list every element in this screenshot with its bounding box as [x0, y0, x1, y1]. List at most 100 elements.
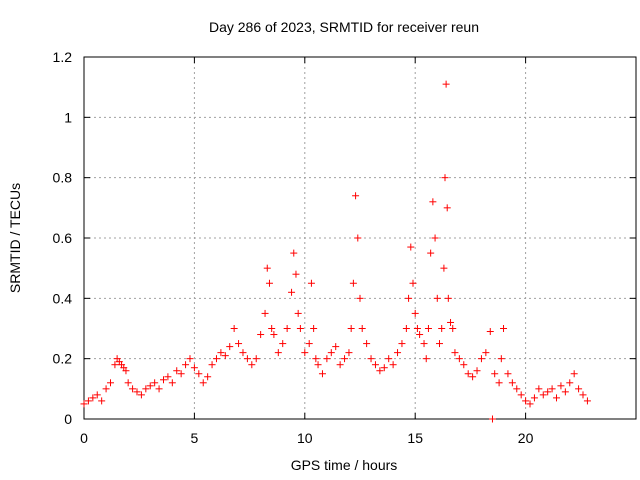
data-point — [433, 294, 441, 302]
y-tick-label: 1 — [64, 109, 72, 125]
data-point — [420, 340, 428, 348]
data-point — [398, 340, 406, 348]
data-point — [177, 370, 185, 378]
data-point — [341, 355, 349, 363]
data-point — [583, 397, 591, 405]
data-point — [561, 388, 569, 396]
data-point — [441, 174, 449, 182]
data-point — [111, 361, 119, 369]
x-tick-label: 5 — [191, 430, 199, 446]
data-point — [159, 376, 167, 384]
x-tick-label: 0 — [80, 430, 88, 446]
data-point — [464, 370, 472, 378]
data-point — [336, 361, 344, 369]
data-point — [345, 349, 353, 357]
data-point — [570, 370, 578, 378]
data-point — [226, 343, 234, 351]
data-point — [575, 385, 583, 393]
data-point — [129, 385, 137, 393]
data-point — [460, 361, 468, 369]
y-tick-label: 1.2 — [53, 49, 73, 65]
y-tick-label: 0.6 — [53, 230, 73, 246]
data-point — [288, 288, 296, 296]
x-tick-label: 15 — [407, 430, 423, 446]
data-point — [411, 309, 419, 317]
data-point — [310, 325, 318, 332]
data-point — [294, 309, 302, 317]
data-point — [431, 234, 439, 242]
data-point — [497, 355, 505, 363]
data-point — [539, 391, 547, 399]
data-point — [495, 379, 503, 387]
data-point — [579, 391, 587, 399]
data-point — [263, 264, 271, 272]
x-tick-label: 20 — [518, 430, 534, 446]
data-point — [257, 331, 265, 339]
data-point — [380, 364, 388, 372]
y-axis-label: SRMTID / TECUs — [7, 183, 23, 293]
data-point — [98, 397, 106, 405]
data-point — [530, 394, 538, 402]
data-point — [442, 80, 450, 88]
data-point — [504, 370, 512, 378]
data-point — [142, 385, 150, 393]
data-point — [409, 279, 417, 287]
data-point — [186, 355, 194, 363]
x-tick-label: 10 — [297, 430, 313, 446]
data-point — [354, 234, 362, 242]
data-point — [349, 279, 357, 287]
data-point — [389, 361, 397, 369]
data-point — [422, 355, 430, 363]
data-point — [363, 340, 371, 348]
data-point — [208, 361, 216, 369]
data-point — [405, 294, 413, 302]
data-point — [544, 388, 552, 396]
data-point — [230, 325, 238, 332]
data-point — [352, 192, 360, 200]
data-point — [447, 318, 455, 326]
data-point — [279, 340, 287, 348]
data-point — [164, 373, 172, 381]
data-point — [327, 349, 335, 357]
data-point — [318, 370, 326, 378]
data-point — [367, 355, 375, 363]
data-point — [358, 325, 366, 332]
data-point — [312, 355, 320, 363]
axis-ticks — [83, 56, 636, 420]
data-point — [217, 349, 225, 357]
data-point — [332, 343, 340, 351]
data-point — [440, 264, 448, 272]
data-point — [413, 325, 421, 332]
data-point — [376, 367, 384, 375]
y-tick-label: 0.2 — [53, 351, 73, 367]
data-point — [155, 385, 163, 393]
data-point — [477, 355, 485, 363]
data-point — [265, 279, 273, 287]
data-point — [290, 249, 298, 257]
data-point — [212, 355, 220, 363]
data-point — [93, 391, 101, 399]
data-point — [517, 391, 525, 399]
data-point — [190, 364, 198, 372]
data-point — [394, 349, 402, 357]
data-point — [133, 388, 141, 396]
data-point — [235, 340, 243, 348]
data-point — [449, 325, 457, 332]
data-point — [385, 355, 393, 363]
data-point — [424, 325, 432, 332]
data-point — [526, 400, 534, 408]
data-point — [444, 294, 452, 302]
data-point — [146, 382, 154, 390]
data-point — [443, 204, 451, 212]
data-point — [427, 249, 435, 257]
data-point — [122, 367, 130, 375]
data-point — [239, 349, 247, 357]
data-point — [522, 397, 530, 405]
data-point — [451, 349, 459, 357]
data-point — [455, 355, 463, 363]
data-point — [151, 379, 159, 387]
data-point — [106, 379, 114, 387]
data-point — [292, 270, 300, 278]
data-point — [268, 325, 276, 332]
data-point — [553, 394, 561, 402]
